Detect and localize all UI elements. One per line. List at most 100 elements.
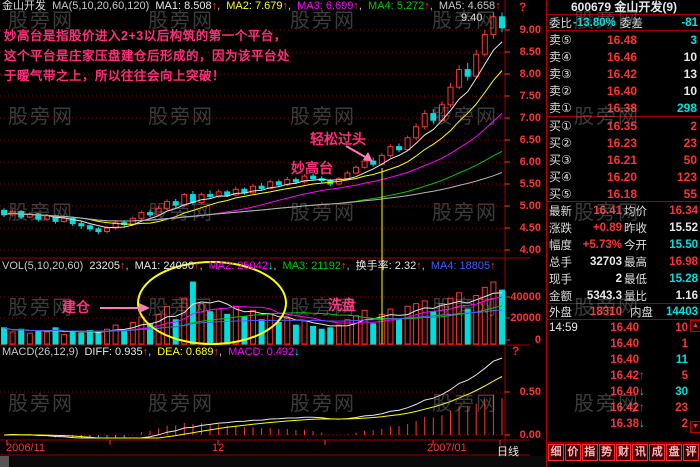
kline-chart[interactable] xyxy=(0,0,546,467)
volume-bar xyxy=(95,331,102,345)
period-label: 日线 xyxy=(497,446,519,458)
panel-tab-7[interactable]: 成 xyxy=(649,444,666,461)
order-level-label: 卖⑤ xyxy=(549,33,572,47)
panel-tab-2[interactable]: 价 xyxy=(564,444,581,461)
indicator-value: MA4: 5.272 xyxy=(368,0,425,12)
volume-bar xyxy=(292,324,299,345)
scroll-corner[interactable] xyxy=(0,456,9,467)
candle-body xyxy=(189,194,196,204)
panel-tab-5[interactable]: 财 xyxy=(615,444,632,461)
tick-row: 16.42 ↑ 5 xyxy=(547,368,700,384)
price-tick-label: 5.00 xyxy=(519,200,541,212)
order-volume: 298 xyxy=(676,100,697,115)
candle-body xyxy=(310,175,317,180)
weicha-value: -81 xyxy=(681,16,698,29)
detail-row: 涨跌 +0.89 昨收 15.52 xyxy=(547,219,700,236)
up-arrow-icon: ↑ xyxy=(282,0,289,12)
detail-value: 15.28 xyxy=(669,272,698,285)
volume-bar xyxy=(138,316,145,345)
order-volume: 3 xyxy=(690,32,697,47)
volume-bar xyxy=(404,305,411,345)
volume-bar xyxy=(481,286,488,345)
order-volume: 10 xyxy=(683,49,697,64)
order-volume: 13 xyxy=(683,66,697,81)
candle-body xyxy=(258,185,265,189)
separator: , xyxy=(218,346,226,358)
volume-bar xyxy=(318,328,325,345)
candle-body xyxy=(164,201,171,209)
vol-params-label: VOL(5,10,20,60) xyxy=(2,260,84,272)
candle-body xyxy=(404,137,411,151)
macd-help-icon[interactable]: ? xyxy=(512,344,520,358)
help-icon[interactable]: ? xyxy=(519,0,527,14)
candle-body xyxy=(473,53,480,77)
volume-bar xyxy=(52,327,59,345)
order-level-label: 卖③ xyxy=(549,67,572,81)
detail-value: +5.73% xyxy=(582,238,622,251)
price-tick-label: 7.00 xyxy=(519,112,541,124)
order-book-row: 买③ 16.21 50 xyxy=(547,151,700,168)
candle-body xyxy=(292,179,299,183)
volume-bar xyxy=(464,308,471,345)
candle-body xyxy=(456,69,463,88)
order-price: 16.38 xyxy=(606,100,637,115)
outer-inner-row: 外盘 18310 内盘 14403 xyxy=(547,304,700,319)
price-ma-line xyxy=(3,41,503,229)
price-ma-line xyxy=(3,70,503,225)
indicator-value: MA1: 8.508 xyxy=(155,0,212,12)
separator: , xyxy=(125,260,132,272)
volume-bar xyxy=(447,297,454,345)
volume-bar xyxy=(86,330,93,345)
candle-body xyxy=(95,228,102,232)
detail-label: 今开 xyxy=(624,239,647,252)
candle-body xyxy=(112,222,119,229)
candle-body xyxy=(69,217,76,225)
panel-tabs: 细价指势财讯成盘评 xyxy=(548,444,700,461)
panel-tab-6[interactable]: 讯 xyxy=(632,444,649,461)
weibi-row: 委比 -13.80% 委差 -81 xyxy=(547,15,700,30)
detail-value: 2 xyxy=(615,272,622,285)
panel-tab-3[interactable]: 指 xyxy=(581,444,598,461)
panel-tab-9[interactable]: 评 xyxy=(683,444,700,461)
tick-price: 16.42 xyxy=(610,370,639,382)
detail-value: 16.41 xyxy=(593,204,622,217)
candle-body xyxy=(447,86,454,106)
volume-bar xyxy=(1,327,7,345)
detail-label: 昨收 xyxy=(624,222,647,235)
candle-body xyxy=(104,227,110,232)
tick-scrollbar[interactable]: ▲ ▼ xyxy=(690,320,700,433)
order-level-label: 买③ xyxy=(549,153,572,167)
up-arrow-icon: ↑ xyxy=(211,0,218,12)
candle-body xyxy=(224,191,231,196)
candle-body xyxy=(78,223,85,227)
volume-bar xyxy=(35,330,42,345)
build-arrow-head xyxy=(139,303,150,313)
order-volume: 50 xyxy=(683,152,697,167)
order-level-label: 卖① xyxy=(549,101,572,115)
macd-diff-line xyxy=(3,357,503,439)
candle-body xyxy=(413,126,420,139)
scroll-up-arrow[interactable]: ▲ xyxy=(690,320,700,332)
separator: , xyxy=(273,260,280,272)
vol-values: 23205↑, MA1: 24090↑, MA2: 25042↓, MA3: 2… xyxy=(89,260,495,272)
macd-tick-label: 0.00 xyxy=(519,429,541,441)
panel-tab-8[interactable]: 盘 xyxy=(666,444,683,461)
tick-row: 16.40 1 xyxy=(547,336,700,352)
quote-panel: 600679 金山开发(9) 委比 -13.80% 委差 -81 卖⑤ 16.48… xyxy=(546,0,700,467)
panel-tab-1[interactable]: 细 xyxy=(548,444,564,461)
panel-tab-4[interactable]: 势 xyxy=(598,444,615,461)
indicator-value: MA3: 6.699 xyxy=(297,0,354,12)
volume-bar xyxy=(9,331,16,345)
price-tick-label: 5.50 xyxy=(519,178,541,190)
tick-row: 16.40 ↓ 30 xyxy=(547,384,700,400)
divider xyxy=(547,319,700,320)
candle-body xyxy=(490,16,497,35)
volume-tick-label: 20000 xyxy=(510,312,541,324)
candle-body xyxy=(35,213,42,220)
tick-price: 16.40 xyxy=(610,338,639,350)
scroll-down-arrow[interactable]: ▼ xyxy=(690,421,700,433)
up-arrow-icon: ↑ xyxy=(353,0,359,12)
up-arrow-icon: ↑ xyxy=(120,260,126,272)
tick-volume: 30 xyxy=(675,386,688,398)
separator: , xyxy=(346,260,353,272)
